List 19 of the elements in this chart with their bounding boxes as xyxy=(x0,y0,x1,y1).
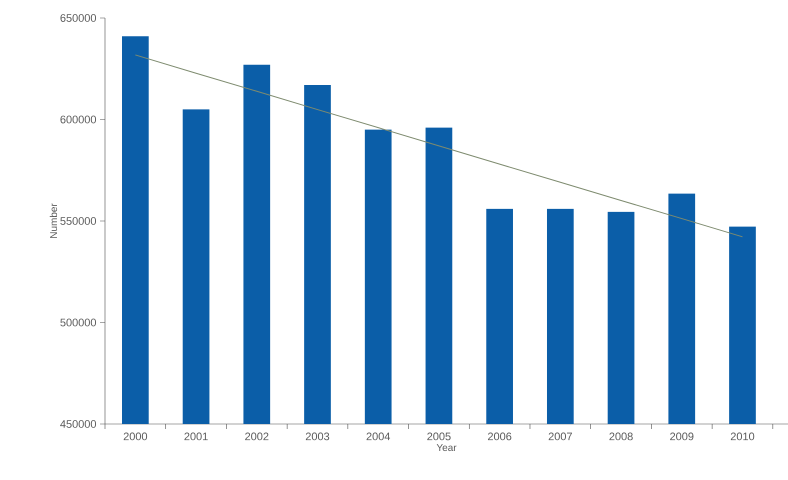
y-tick-label: 650000 xyxy=(60,14,96,22)
x-tick-label: 2008 xyxy=(609,432,633,440)
x-tick-label: 2002 xyxy=(245,432,268,440)
line-series xyxy=(134,54,743,238)
y-axis-title: Number xyxy=(50,203,58,238)
x-tick-label: 2009 xyxy=(670,432,694,440)
y-tick-label: 450000 xyxy=(60,420,96,428)
x-tick-label: 2006 xyxy=(488,432,512,440)
x-tick-label: 2005 xyxy=(427,432,451,440)
x-tick-label: 2000 xyxy=(124,432,148,440)
y-tick-label: 600000 xyxy=(60,116,96,124)
x-tick-label: 2003 xyxy=(306,432,330,440)
x-tick-label: 2001 xyxy=(184,432,208,440)
x-tick-label: 2010 xyxy=(730,432,754,440)
y-tick-label: 550000 xyxy=(60,217,96,225)
x-tick-label: 2007 xyxy=(548,432,572,440)
y-tick-label: 500000 xyxy=(60,318,96,326)
x-tick-label: 2004 xyxy=(366,432,390,440)
x-axis-title: Year xyxy=(436,444,456,452)
